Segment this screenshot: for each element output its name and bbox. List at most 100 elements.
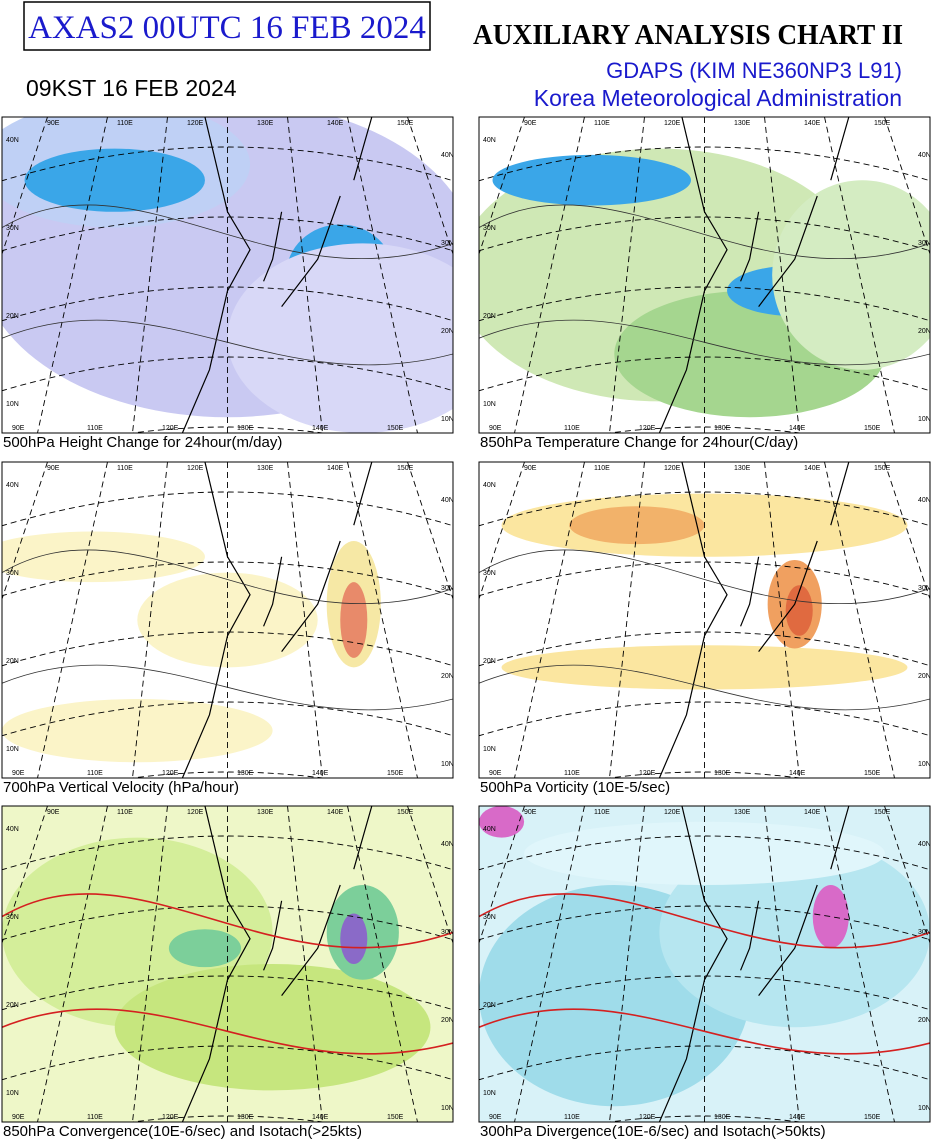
map-area xyxy=(479,117,930,433)
latitude-line xyxy=(479,216,930,252)
latitude-label: 40N xyxy=(441,152,454,159)
meridian-line xyxy=(609,117,645,433)
latitude-line xyxy=(479,835,930,871)
shaded-area xyxy=(168,929,242,968)
meridian-line xyxy=(764,462,800,778)
map-panel: 40N 40N 30N 30N 20N 20N 10N 10N 90E 90E 110E 110E 12… xyxy=(478,116,931,434)
longitude-label: 130E xyxy=(714,770,731,777)
longitude-label: 120E xyxy=(162,425,179,432)
longitude-label: 130E xyxy=(714,1114,731,1121)
map-frame xyxy=(478,461,931,779)
longitude-label: 130E xyxy=(734,120,751,127)
panel-caption: 850hPa Convergence(10E-6/sec) and Isotac… xyxy=(3,1123,362,1140)
latitude-label: 40N xyxy=(6,826,19,833)
longitude-label: 130E xyxy=(734,465,751,472)
map-area xyxy=(2,806,453,1122)
longitude-label: 120E xyxy=(187,809,204,816)
meridian-line xyxy=(407,462,453,601)
longitude-label: 130E xyxy=(714,425,731,432)
meridian-line xyxy=(2,462,48,601)
longitude-label: 120E xyxy=(187,465,204,472)
latitude-label: 20N xyxy=(918,328,931,335)
map-panel: 40N 40N 30N 30N 20N 20N 10N 10N 90E 90E 110E 110E 12… xyxy=(1,805,454,1123)
kst-time: 09KST 16 FEB 2024 xyxy=(26,75,237,101)
longitude-label: 110E xyxy=(594,120,610,127)
contour xyxy=(2,1008,453,1055)
latitude-line xyxy=(479,905,930,941)
longitude-label: 110E xyxy=(117,465,133,472)
latitude-label: 40N xyxy=(483,482,496,489)
map-area xyxy=(479,462,930,778)
longitude-label: 90E xyxy=(489,425,502,432)
longitude-label: 120E xyxy=(187,120,204,127)
latitude-label: 30N xyxy=(483,225,496,232)
meridian-line xyxy=(824,462,895,778)
map-frame xyxy=(478,805,931,1123)
meridian-line xyxy=(347,806,418,1122)
shaded-area xyxy=(659,837,930,1028)
box-title: AXAS2 00UTC 16 FEB 2024 xyxy=(28,10,426,46)
coastline xyxy=(181,806,373,1122)
latitude-line xyxy=(479,701,930,737)
meridian-line xyxy=(132,117,168,433)
map-area xyxy=(2,462,453,778)
longitude-label: 150E xyxy=(864,1114,881,1121)
panel-caption: 500hPa Vorticity (10E-5/sec) xyxy=(480,779,670,796)
latitude-label: 20N xyxy=(6,658,19,665)
latitude-label: 40N xyxy=(441,497,454,504)
shaded-area xyxy=(569,506,705,545)
coastline xyxy=(181,117,373,433)
map-panel: 40N 40N 30N 30N 20N 20N 10N 10N 90E 90E 110E 110E 12… xyxy=(478,805,931,1123)
longitude-label: 90E xyxy=(524,465,537,472)
latitude-label: 30N xyxy=(441,585,454,592)
latitude-line xyxy=(479,286,930,322)
contour xyxy=(479,1008,930,1055)
map-area xyxy=(479,806,930,1122)
latitude-label: 10N xyxy=(483,746,496,753)
meridian-line xyxy=(407,117,453,256)
latitude-label: 30N xyxy=(918,585,931,592)
latitude-label: 40N xyxy=(918,841,931,848)
longitude-label: 140E xyxy=(312,425,329,432)
shaded-area xyxy=(340,582,368,658)
longitude-label: 110E xyxy=(594,809,610,816)
latitude-label: 10N xyxy=(441,1105,454,1112)
map-frame xyxy=(1,116,454,434)
longitude-label: 110E xyxy=(564,1114,580,1121)
longitude-label: 120E xyxy=(639,1114,656,1121)
longitude-label: 120E xyxy=(639,425,656,432)
meridian-line xyxy=(884,117,930,256)
longitude-label: 90E xyxy=(12,1114,25,1121)
longitude-label: 150E xyxy=(874,809,891,816)
latitude-label: 20N xyxy=(441,1017,454,1024)
latitude-line xyxy=(479,631,930,667)
latitude-label: 40N xyxy=(483,137,496,144)
latitude-line xyxy=(479,561,930,597)
latitude-label: 30N xyxy=(441,240,454,247)
longitude-label: 120E xyxy=(162,1114,179,1121)
longitude-label: 90E xyxy=(12,425,25,432)
latitude-label: 10N xyxy=(918,761,931,768)
shaded-area xyxy=(340,913,368,964)
contour xyxy=(2,549,453,605)
latitude-label: 40N xyxy=(6,137,19,144)
meridian-line xyxy=(514,806,585,1122)
longitude-label: 150E xyxy=(397,120,414,127)
coastline xyxy=(658,462,850,778)
longitude-label: 130E xyxy=(734,809,751,816)
latitude-label: 10N xyxy=(441,761,454,768)
shaded-area xyxy=(524,821,885,886)
longitude-label: 150E xyxy=(874,120,891,127)
map-frame xyxy=(478,116,931,434)
title-box xyxy=(23,1,431,51)
longitude-label: 140E xyxy=(804,809,821,816)
shaded-area xyxy=(812,885,849,949)
longitude-label: 130E xyxy=(237,425,254,432)
coastline xyxy=(181,462,373,778)
shaded-area xyxy=(114,963,431,1091)
latitude-line xyxy=(2,1045,453,1081)
latitude-line xyxy=(479,146,930,182)
longitude-label: 150E xyxy=(397,809,414,816)
meridian-line xyxy=(347,117,418,433)
